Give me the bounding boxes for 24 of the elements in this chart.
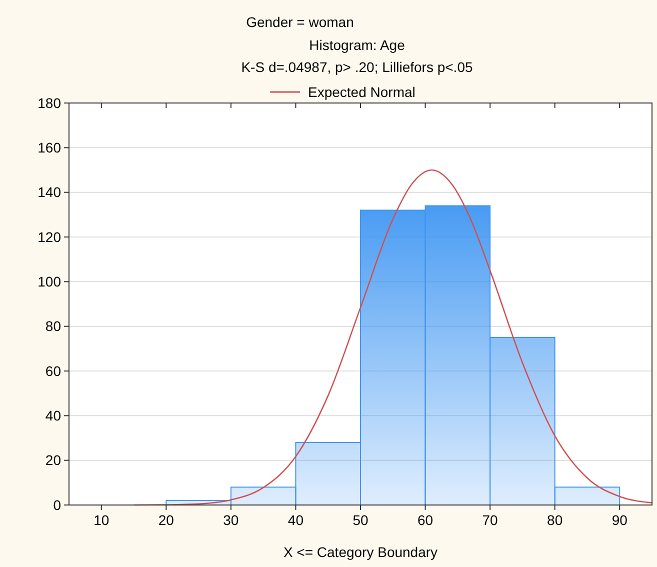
x-tick-label: 60 (417, 512, 434, 528)
legend-label: Expected Normal (308, 84, 416, 100)
x-tick-label: 40 (288, 512, 304, 528)
x-tick-label: 80 (547, 512, 563, 528)
chart-subtitle: Histogram: Age (309, 37, 406, 53)
y-tick-label: 120 (38, 228, 62, 245)
y-tick-label: 80 (45, 318, 62, 334)
x-tick-label: 20 (158, 512, 174, 528)
y-tick-label: 20 (45, 452, 62, 468)
y-tick-label: 100 (38, 274, 62, 290)
x-tick-label: 90 (612, 512, 628, 528)
chart-title: Gender = woman (246, 14, 354, 30)
x-axis-title: X <= Category Boundary (283, 544, 438, 560)
y-tick-label: 180 (38, 94, 62, 111)
y-tick-label: 40 (45, 408, 62, 424)
y-tick-label: 60 (45, 362, 62, 379)
x-tick-label: 50 (352, 512, 368, 528)
x-tick-label: 30 (223, 512, 239, 528)
y-tick-label: 160 (38, 140, 62, 156)
x-tick-label: 10 (94, 512, 110, 528)
y-tick-label: 140 (38, 184, 62, 200)
y-tick-label: 0 (53, 496, 62, 513)
x-tick-label: 70 (482, 512, 498, 528)
text: K-S d=.04987, p> .20; Lilliefors p<.05 (241, 59, 473, 75)
